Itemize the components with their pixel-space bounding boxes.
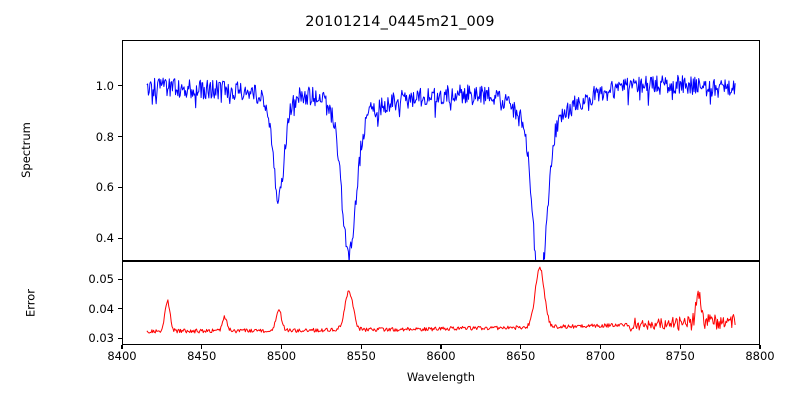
spectrum-y-tick-label: 0.4 bbox=[95, 231, 114, 246]
x-tick-mark bbox=[679, 345, 681, 349]
spectrum-y-tick-mark bbox=[118, 85, 122, 87]
error-panel bbox=[122, 261, 760, 345]
x-tick-mark bbox=[360, 345, 362, 349]
error-trace bbox=[147, 267, 735, 333]
x-tick-label: 8550 bbox=[346, 349, 376, 363]
error-y-tick-label: 0.04 bbox=[88, 301, 114, 316]
x-tick-label: 8650 bbox=[506, 349, 536, 363]
x-tick-mark bbox=[759, 345, 761, 349]
spectrum-trace bbox=[147, 75, 735, 260]
x-tick-label: 8750 bbox=[665, 349, 695, 363]
spectrum-y-tick-mark bbox=[118, 237, 122, 239]
error-y-tick-mark bbox=[118, 308, 122, 310]
figure-title: 20101214_0445m21_009 bbox=[305, 14, 495, 30]
spectrum-y-tick-label: 0.6 bbox=[95, 180, 114, 195]
x-tick-label: 8700 bbox=[585, 349, 616, 363]
spectrum-y-tick-mark bbox=[118, 186, 122, 188]
error-y-tick-mark bbox=[118, 337, 122, 339]
error-y-axis-label: Error bbox=[23, 288, 38, 318]
x-tick-label: 8500 bbox=[266, 349, 297, 363]
x-tick-label: 8450 bbox=[187, 349, 217, 363]
x-tick-mark bbox=[599, 345, 602, 349]
x-axis-label: Wavelength bbox=[406, 370, 476, 384]
spectrum-y-tick-label: 0.8 bbox=[95, 129, 114, 144]
x-tick-mark bbox=[280, 345, 283, 349]
error-y-tick-mark bbox=[118, 278, 122, 280]
x-tick-mark bbox=[121, 345, 123, 349]
error-y-tick-label: 0.03 bbox=[88, 331, 114, 346]
x-tick-mark bbox=[201, 345, 203, 349]
x-tick-mark bbox=[520, 345, 522, 349]
spectrum-y-tick-mark bbox=[118, 136, 122, 138]
spectrum-y-axis-label: Spectrum bbox=[19, 122, 33, 178]
error-plot-area bbox=[123, 262, 759, 344]
error-y-tick-label: 0.05 bbox=[88, 272, 114, 287]
x-tick-mark bbox=[440, 345, 442, 349]
spectrum-panel bbox=[122, 40, 760, 261]
x-tick-label: 8600 bbox=[426, 349, 456, 363]
spectrum-y-tick-label: 1.0 bbox=[95, 78, 114, 93]
x-tick-label: 8400 bbox=[107, 349, 137, 363]
spectrum-plot-area bbox=[123, 41, 759, 260]
x-tick-label: 8800 bbox=[745, 349, 775, 363]
